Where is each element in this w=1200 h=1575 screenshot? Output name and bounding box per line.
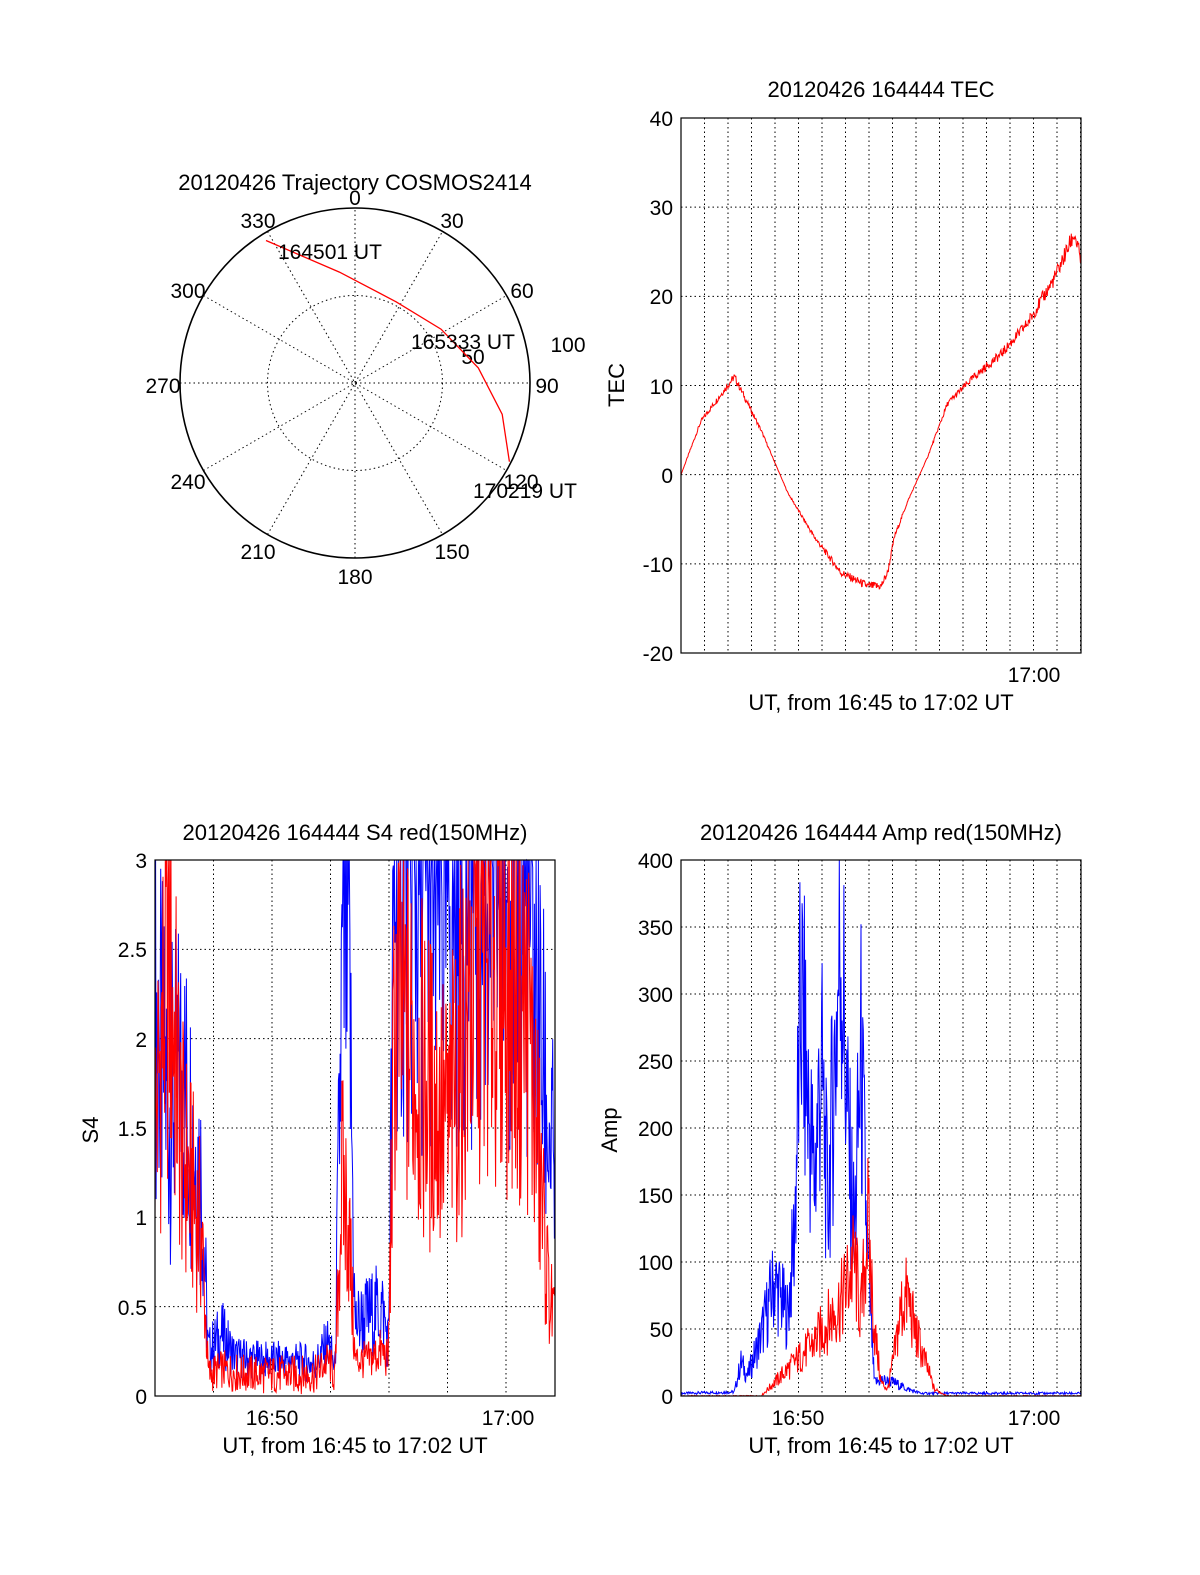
s4-xlabel: UT, from 16:45 to 17:02 UT: [222, 1433, 487, 1458]
tec-series-line: [680, 233, 1082, 590]
polar-panel: 20120426 Trajectory COSMOS2414 0 30 60 9…: [145, 170, 585, 589]
tec-ylabel: TEC: [604, 363, 629, 407]
tec-ytick: -10: [643, 554, 673, 577]
angle-label: 150: [434, 541, 469, 564]
s4-ytick: 2: [135, 1029, 147, 1052]
amp-xlabel: UT, from 16:45 to 17:02 UT: [748, 1433, 1013, 1458]
tec-ytick: 30: [650, 197, 673, 220]
angle-label: 60: [510, 280, 533, 303]
s4-ytick: 3: [135, 850, 147, 873]
angle-label: 270: [145, 375, 180, 398]
s4-ytick: 2.5: [118, 939, 147, 962]
s4-ytick: 0.5: [118, 1297, 147, 1320]
ring-label-50: 50: [461, 346, 484, 369]
angle-label: 30: [440, 210, 463, 233]
angle-label: 0: [349, 187, 361, 210]
s4-series: [154, 858, 556, 1395]
trajectory-line: [265, 239, 511, 462]
angle-label: 300: [170, 280, 205, 303]
amp-ytick: 200: [638, 1118, 673, 1141]
amp-ytick: 0: [661, 1386, 673, 1409]
tec-title: 20120426 164444 TEC: [767, 77, 994, 102]
s4-title: 20120426 164444 S4 red(150MHz): [183, 820, 528, 845]
angle-label: 210: [240, 541, 275, 564]
tec-ytick: -20: [643, 643, 673, 666]
amp-series-line: [680, 859, 1082, 1397]
amp-ytick: 400: [638, 850, 673, 873]
amp-xtick: 16:50: [772, 1407, 825, 1430]
amp-ytick: 250: [638, 1051, 673, 1074]
amp-title: 20120426 164444 Amp red(150MHz): [700, 820, 1062, 845]
amp-ytick: 150: [638, 1185, 673, 1208]
angle-label: 120: [503, 471, 538, 494]
ring-label-100: 100: [550, 334, 585, 357]
angle-label: 180: [337, 566, 372, 589]
amp-grid: [681, 860, 1081, 1396]
trajectory-mid-label: 165333 UT: [411, 331, 515, 354]
s4-ytick: 1.5: [118, 1118, 147, 1141]
amp-xtick: 17:00: [1008, 1407, 1061, 1430]
amp-ytick: 50: [650, 1319, 673, 1342]
angle-label: 240: [170, 471, 205, 494]
s4-ytick: 0: [135, 1386, 147, 1409]
amp-ytick: 350: [638, 917, 673, 940]
tec-series: [680, 233, 1082, 590]
tec-xlabel: UT, from 16:45 to 17:02 UT: [748, 690, 1013, 715]
amp-plot-frame: [680, 859, 1082, 1397]
tec-xtick: 17:00: [1008, 664, 1061, 687]
trajectory-end-label: 170219 UT: [473, 480, 577, 503]
tec-plot-frame: [680, 117, 1082, 654]
amp-ylabel: Amp: [597, 1107, 622, 1152]
s4-ytick: 1: [135, 1207, 147, 1230]
amp-ytick: 100: [638, 1252, 673, 1275]
tec-grid: [681, 118, 1081, 653]
s4-series-line: [154, 858, 556, 1382]
s4-xtick: 17:00: [482, 1407, 535, 1430]
polar-title: 20120426 Trajectory COSMOS2414: [178, 170, 531, 195]
tec-ytick: 40: [650, 108, 673, 131]
amp-panel: 20120426 164444 Amp red(150MHz) 0 50 100…: [597, 820, 1082, 1458]
tec-ytick: 20: [650, 286, 673, 309]
trajectory-start-label: 164501 UT: [278, 241, 382, 264]
tec-panel: 20120426 164444 TEC -20 -10 0 10 20 30 4…: [604, 77, 1082, 715]
amp-ytick: 300: [638, 984, 673, 1007]
angle-label: 90: [535, 375, 558, 398]
s4-plot-frame: [154, 859, 556, 1397]
s4-xtick: 16:50: [246, 1407, 299, 1430]
s4-ylabel: S4: [78, 1117, 103, 1144]
angle-label: 330: [240, 210, 275, 233]
tec-ytick: 10: [650, 376, 673, 399]
tec-ytick: 0: [661, 465, 673, 488]
s4-panel: 20120426 164444 S4 red(150MHz) 0 0.5 1 1…: [78, 820, 556, 1458]
